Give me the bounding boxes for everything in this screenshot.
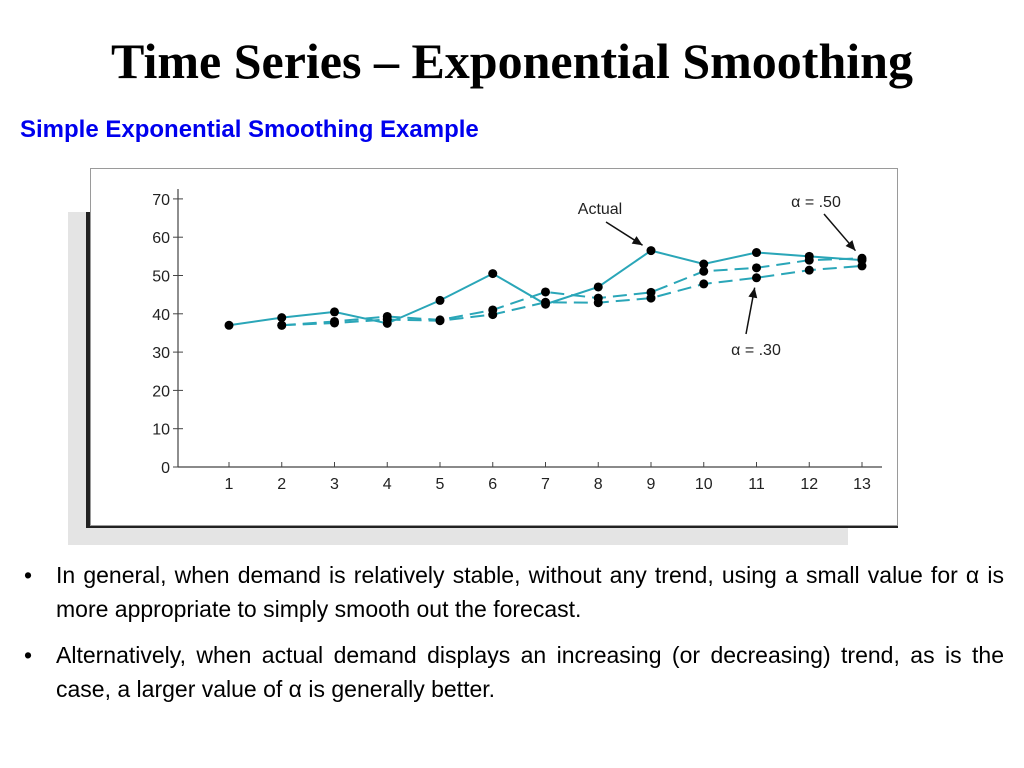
data-point <box>646 246 656 256</box>
bullet-item: • Alternatively, when actual demand disp… <box>20 638 1004 706</box>
y-tick-label: 40 <box>152 307 170 324</box>
annotation-label: Actual <box>578 201 622 218</box>
data-point <box>699 279 709 289</box>
x-tick-label: 4 <box>383 476 392 493</box>
annotation-label: α = .30 <box>731 342 781 359</box>
x-tick-label: 7 <box>541 476 550 493</box>
data-point <box>857 253 867 263</box>
annotation-arrow-head <box>748 287 758 299</box>
x-tick-label: 13 <box>853 476 871 493</box>
chart-shadow-edge-left <box>86 212 92 528</box>
data-point <box>857 261 867 271</box>
series-line-2 <box>281 264 863 327</box>
x-tick-label: 6 <box>488 476 497 493</box>
slide-subtitle: Simple Exponential Smoothing Example <box>20 116 479 143</box>
x-tick-label: 12 <box>800 476 818 493</box>
data-point <box>593 282 603 292</box>
data-point <box>277 320 287 330</box>
data-point <box>488 310 498 320</box>
data-point <box>435 316 445 326</box>
bullet-icon: • <box>24 642 33 668</box>
series-line-1 <box>281 257 863 327</box>
data-point <box>804 265 814 275</box>
bullet-icon: • <box>24 562 33 588</box>
slide-title: Time Series – Exponential Smoothing <box>111 33 913 89</box>
data-point <box>330 307 339 317</box>
x-tick-label: 1 <box>225 476 234 493</box>
bullet-list: • In general, when demand is relatively … <box>20 558 1004 706</box>
data-point <box>804 255 814 265</box>
data-point <box>699 266 709 276</box>
bullet-text: Alternatively, when actual demand displa… <box>56 642 1004 702</box>
annotation-arrow-head <box>845 240 856 251</box>
data-point <box>224 320 234 330</box>
x-tick-label: 5 <box>436 476 445 493</box>
bullet-item: • In general, when demand is relatively … <box>20 558 1004 626</box>
data-point <box>752 248 761 258</box>
data-point <box>277 313 287 323</box>
data-point <box>752 263 761 273</box>
data-point <box>541 287 550 297</box>
y-tick-label: 20 <box>152 383 170 400</box>
data-point <box>541 297 550 307</box>
data-point <box>330 318 339 328</box>
y-tick-label: 0 <box>161 460 170 477</box>
data-point <box>752 273 761 283</box>
y-tick-label: 60 <box>152 230 170 247</box>
x-tick-label: 10 <box>695 476 713 493</box>
chart-frame <box>90 168 898 526</box>
x-tick-label: 9 <box>647 476 656 493</box>
x-tick-label: 3 <box>330 476 339 493</box>
y-tick-label: 50 <box>152 269 170 286</box>
data-point <box>488 269 498 279</box>
y-tick-label: 10 <box>152 422 170 439</box>
data-point <box>699 259 709 269</box>
data-point <box>646 293 656 303</box>
annotation-arrow-head <box>631 236 643 246</box>
bullet-text: In general, when demand is relatively st… <box>56 562 1004 622</box>
y-tick-label: 30 <box>152 345 170 362</box>
data-point <box>382 315 392 325</box>
data-point <box>435 295 445 305</box>
y-tick-label: 70 <box>152 192 170 209</box>
x-tick-label: 2 <box>277 476 286 493</box>
x-tick-label: 11 <box>748 476 765 493</box>
data-point <box>593 298 603 308</box>
annotation-label: α = .50 <box>791 194 841 211</box>
x-tick-label: 8 <box>594 476 603 493</box>
